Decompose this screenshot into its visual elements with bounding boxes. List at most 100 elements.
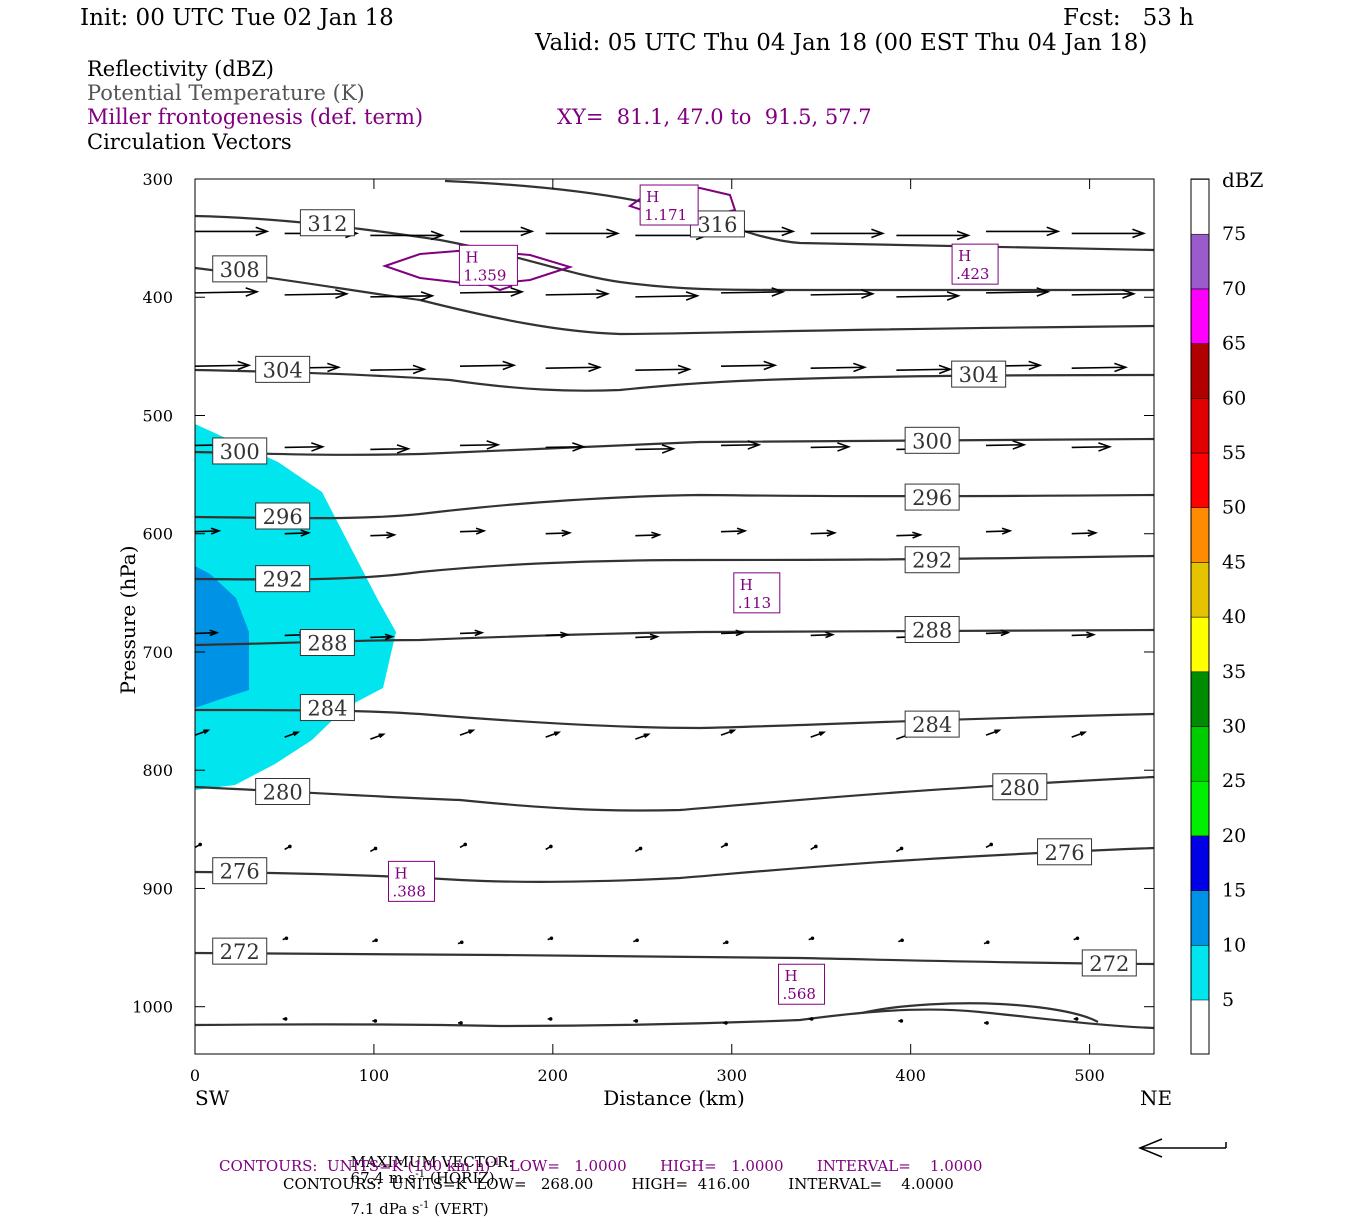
theta-label-box (299, 694, 355, 722)
circulation-vector (721, 360, 778, 371)
fronto-max-h: H (646, 188, 659, 206)
fronto-max-.423: H.423 (951, 243, 999, 285)
circulation-vector (545, 362, 603, 373)
circulation-vector (370, 230, 445, 241)
theta-label-316: 316 (689, 210, 745, 238)
colorbar-label: 65 (1222, 333, 1246, 355)
fronto-max-value: .568 (783, 985, 816, 1003)
circulation-vector (984, 1021, 989, 1025)
circulation-vector (284, 529, 311, 537)
theta-line-308 (195, 266, 1154, 336)
theta-label-box (904, 710, 960, 738)
circulation-vector (547, 1017, 553, 1021)
colorbar-label: 55 (1222, 442, 1246, 464)
circulation-vector (983, 940, 990, 945)
theta-line-268b (861, 1002, 1099, 1023)
colorbar-label: 70 (1222, 278, 1246, 300)
theta-label-272: 272 (1081, 949, 1137, 977)
x-end-right-label: NE (1140, 1086, 1172, 1110)
y-tick-label: 500 (142, 406, 173, 425)
theta-label-284: 284 (299, 694, 355, 722)
circulation-vector (986, 440, 1027, 450)
circulation-vector (284, 844, 292, 851)
circulation-vector (635, 733, 651, 740)
circulation-vector (896, 364, 953, 375)
circulation-vector (1071, 289, 1137, 299)
theta-label-box (299, 209, 355, 237)
colorbar-swatch-60 (1190, 343, 1210, 399)
colorbar-swatch-65 (1190, 288, 1210, 344)
circulation-vector (896, 291, 961, 301)
circulation-vector (195, 527, 222, 535)
theta-label-box (1037, 838, 1093, 866)
circulation-vector (810, 844, 818, 851)
colorbar-swatch-25 (1190, 726, 1210, 782)
colorbar-label: 5 (1222, 989, 1234, 1011)
theta-label-text: 288 (912, 619, 952, 643)
circulation-vector (459, 729, 476, 736)
circulation-vector (284, 442, 325, 452)
circulation-vector (372, 1019, 378, 1023)
theta-label-text: 284 (307, 697, 347, 721)
theta-label-box (255, 502, 311, 530)
circulation-vector (985, 842, 994, 849)
theta-label-box (212, 937, 268, 965)
circulation-vector (722, 940, 729, 945)
colorbar-label: 30 (1222, 716, 1246, 738)
circulation-vector (195, 287, 260, 297)
circulation-vector (370, 531, 397, 539)
max-vector-vert-exp: -1 (419, 1200, 430, 1211)
x-tick-label: 400 (895, 1066, 926, 1085)
xy-endpoints: XY= 81.1, 47.0 to 91.5, 57.7 (557, 105, 872, 129)
x-tick-label: 200 (538, 1066, 569, 1085)
circulation-vector (460, 226, 535, 237)
circulation-vector (898, 938, 904, 943)
circulation-vector (459, 287, 525, 297)
theta-labels: 312 316 308 304 304 300 300 296 296 292 292 288 288 2… (212, 209, 1137, 977)
theta-label-box (904, 616, 960, 644)
colorbar-swatch-5 (1190, 945, 1210, 1001)
fronto-max-.388: H.388 (387, 860, 435, 902)
circulation-vector (720, 842, 729, 849)
circulation-vector (547, 936, 554, 941)
y-tick-label: 700 (142, 643, 173, 662)
theta-line-272 (195, 951, 1154, 966)
x-tick-label: 100 (359, 1066, 390, 1085)
y-tick-label: 300 (142, 170, 173, 189)
theta-label-box (255, 565, 311, 593)
x-tick-label: 300 (716, 1066, 747, 1085)
fronto-max-box (639, 184, 699, 226)
circulation-vector (1071, 529, 1099, 537)
fronto-max-box (458, 244, 518, 286)
circulation-vector (721, 287, 786, 297)
theta-label-304: 304 (951, 360, 1007, 388)
theta-label-text: 316 (697, 213, 737, 237)
colorbar-swatch-35 (1190, 616, 1210, 673)
theta-label-box (904, 426, 960, 454)
circulation-vector (370, 633, 395, 641)
fronto-max-1.171: H1.171 (639, 184, 699, 226)
circulation-vector (545, 289, 611, 299)
theta-label-text: 300 (220, 440, 260, 464)
fronto-max-h: H (785, 967, 798, 985)
fronto-max-h: H (465, 248, 478, 266)
circulation-vector (370, 364, 427, 375)
circulation-vector (545, 442, 587, 452)
contours-theta-line: CONTOURS: UNITS=K LOW= 268.00 HIGH= 416.… (283, 1175, 954, 1193)
theta-label-292: 292 (255, 565, 311, 593)
circulation-vector (545, 844, 553, 851)
circulation-vector (370, 291, 435, 301)
circulation-vector (195, 360, 252, 371)
circulation-vector (985, 729, 1002, 736)
fronto-contour-c (487, 284, 513, 292)
theta-label-text: 272 (1089, 952, 1129, 976)
fronto-max-value: .423 (956, 265, 989, 283)
fronto-max-box (387, 860, 435, 902)
circulation-vector (195, 629, 220, 637)
x-axis-label: Distance (km) (603, 1086, 745, 1110)
fronto-max-value: 1.171 (644, 206, 687, 224)
circulation-vector (720, 729, 737, 736)
max-vector-horiz: 67.4 m s (350, 1169, 416, 1187)
